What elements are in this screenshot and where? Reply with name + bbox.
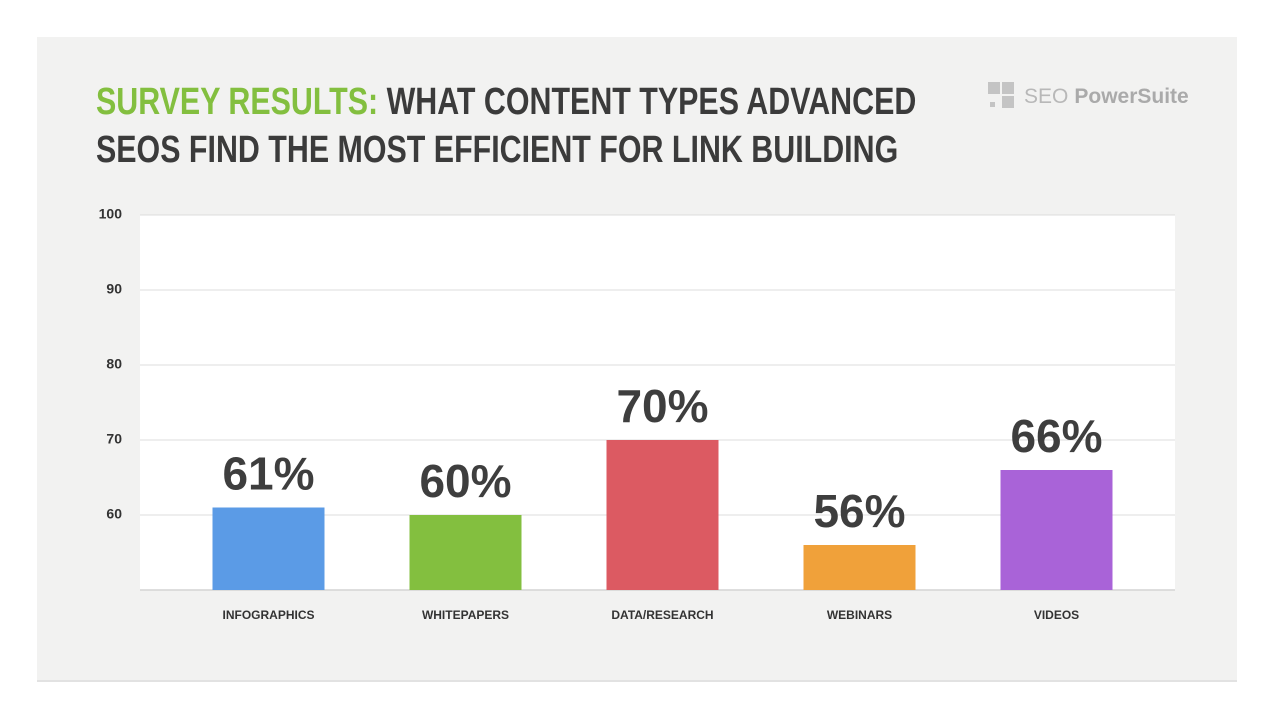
data-label: 70% [616, 380, 708, 432]
y-tick-label: 60 [106, 506, 122, 522]
data-label: 66% [1010, 410, 1102, 462]
title-lead: SURVEY RESULTS: [96, 81, 379, 123]
x-tick-label: INFOGRAPHICS [222, 608, 314, 622]
x-tick-label: DATA/RESEARCH [611, 608, 713, 622]
logo-icon [988, 82, 1014, 108]
y-tick-label: 90 [106, 281, 122, 297]
y-tick-label: 80 [106, 356, 122, 372]
logo-name: PowerSuite [1074, 85, 1189, 108]
bar [1000, 470, 1113, 590]
bar [606, 440, 719, 590]
x-tick-label: WEBINARS [827, 608, 892, 622]
y-tick-label: 70 [106, 431, 122, 447]
bar [409, 515, 522, 590]
logo-prefix: SEO [1024, 85, 1069, 108]
y-tick-label: 100 [99, 206, 123, 222]
x-tick-label: VIDEOS [1034, 608, 1079, 622]
chart-title: SURVEY RESULTS: WHAT CONTENT TYPES ADVAN… [96, 78, 920, 174]
logo: SEO PowerSuite [988, 82, 1189, 112]
title-text: WHAT CONTENT TYPES ADVANCED SEOS FIND TH… [96, 81, 917, 171]
x-tick-label: WHITEPAPERS [422, 608, 509, 622]
data-label: 61% [222, 448, 314, 500]
bar [212, 507, 325, 590]
data-label: 60% [419, 455, 511, 507]
data-label: 56% [813, 485, 905, 537]
bar [803, 545, 916, 590]
